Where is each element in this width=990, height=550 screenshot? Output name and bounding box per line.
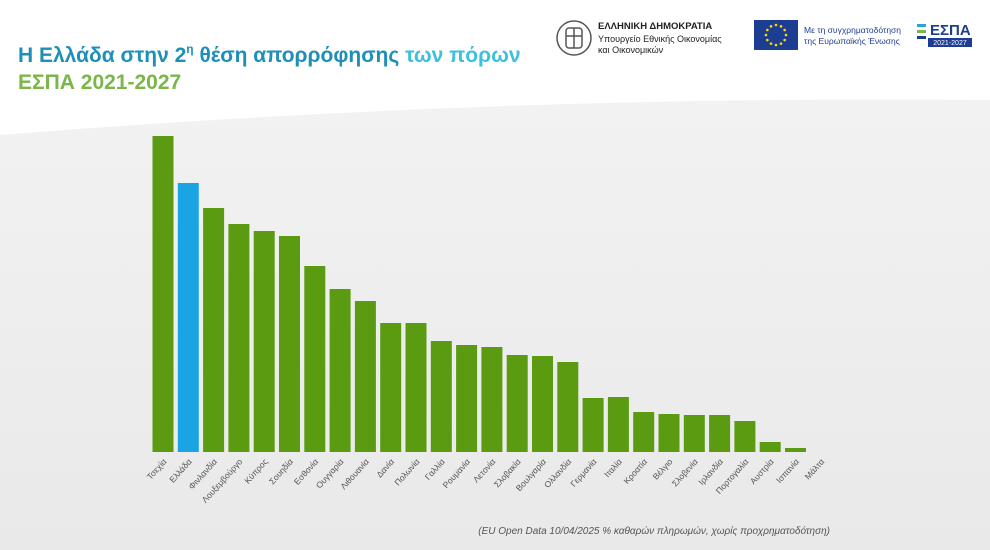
espa-band — [928, 38, 972, 47]
eu-stars — [764, 23, 788, 47]
bar — [456, 345, 478, 452]
eu-star — [766, 28, 769, 32]
eu-star — [783, 38, 786, 42]
subtitle: ΕΣΠΑ 2021-2027 — [18, 71, 181, 94]
bar — [253, 231, 275, 452]
ministry-text: και Οικονομικών — [598, 45, 664, 55]
ministry-text: Υπουργείο Εθνικής Οικονομίας — [598, 34, 722, 44]
bar — [658, 414, 680, 452]
espa-stripes — [917, 24, 926, 39]
bar — [759, 442, 781, 452]
bar — [304, 266, 326, 452]
title: Η Ελλάδα στην 2η θέση απορρόφησης των πό… — [18, 42, 521, 67]
bar — [354, 301, 376, 452]
bar — [152, 136, 174, 452]
eu-text: Με τη συγχρηματοδότηση — [804, 25, 901, 35]
eu-star — [764, 33, 768, 37]
eu-star — [769, 42, 773, 45]
bar — [734, 421, 756, 452]
bar — [228, 224, 250, 452]
eu-star — [779, 25, 783, 28]
bar — [380, 323, 402, 452]
eu-star — [774, 43, 778, 47]
bar — [607, 397, 629, 452]
eu-star — [779, 42, 783, 45]
bar — [683, 415, 705, 452]
bar — [557, 362, 579, 452]
bar — [329, 289, 351, 452]
bar — [481, 347, 503, 452]
bar — [633, 412, 655, 452]
bar — [785, 448, 806, 452]
source-note: (EU Open Data 10/04/2025 % καθαρών πληρω… — [478, 525, 830, 537]
eu-star — [783, 28, 786, 32]
espa-logo: ΕΣΠΑ — [930, 22, 971, 39]
bar — [506, 355, 528, 452]
bar — [582, 398, 604, 452]
eu-star — [784, 33, 788, 37]
title-part: θέση απορρόφησης — [194, 44, 406, 67]
bar — [709, 415, 731, 452]
eu-star — [769, 25, 773, 28]
bar — [177, 183, 199, 452]
eu-star — [766, 38, 769, 42]
bar — [203, 208, 225, 452]
bar — [405, 323, 427, 452]
bar — [430, 341, 452, 452]
eu-star — [774, 23, 778, 27]
plot: ΤσεχίαΕλλάδαΦινλανδίαΛουξεμβούργοΚύπροςΣ… — [145, 136, 826, 505]
espa-years: 2021-2027 — [933, 40, 967, 47]
ministry-logo — [556, 20, 592, 56]
title-part: των πόρων — [405, 44, 520, 67]
bar — [532, 356, 553, 452]
ministry-text: ΕΛΛΗΝΙΚΗ ΔΗΜΟΚΡΑΤΙΑ — [598, 21, 712, 32]
bar — [279, 236, 300, 452]
title-sup: η — [186, 42, 193, 56]
title-part: Η Ελλάδα στην 2 — [18, 44, 186, 67]
eu-text: της Ευρωπαϊκής Ένωσης — [804, 36, 900, 46]
